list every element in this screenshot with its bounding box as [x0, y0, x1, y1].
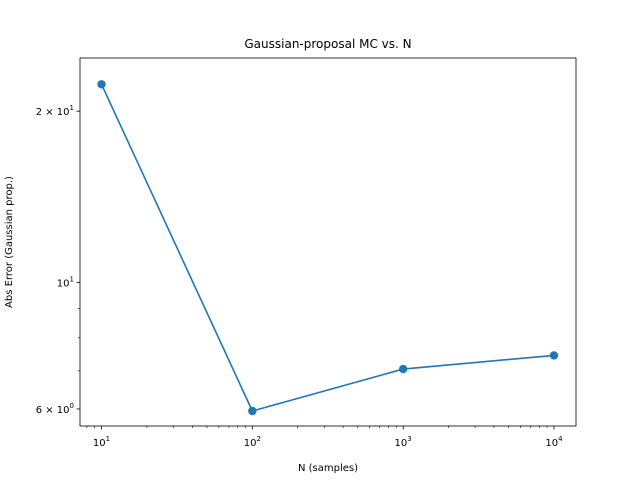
series-layer [97, 80, 559, 416]
x-tick-label: 103 [395, 435, 412, 449]
series-line [100, 83, 555, 412]
x-axis-ticks: 101 102 103 104 [93, 426, 563, 449]
chart-title: Gaussian-proposal MC vs. N [244, 37, 411, 51]
data-point [549, 351, 559, 360]
y-tick-label: 2 × 101 [36, 104, 74, 118]
y-axis-label: Abs Error (Gaussian prop.) [4, 176, 15, 308]
data-point [248, 406, 257, 416]
y-tick-label: 101 [57, 276, 74, 290]
data-point [97, 80, 106, 89]
x-tick-label: 101 [93, 435, 110, 449]
plot-frame [79, 57, 577, 427]
y-axis-ticks: 6 × 100 101 2 × 101 [36, 104, 80, 416]
data-point [398, 364, 408, 374]
y-tick-label: 6 × 100 [36, 402, 74, 416]
x-axis-label: N (samples) [298, 463, 358, 474]
x-tick-label: 104 [545, 435, 563, 449]
x-tick-label: 102 [244, 435, 261, 449]
